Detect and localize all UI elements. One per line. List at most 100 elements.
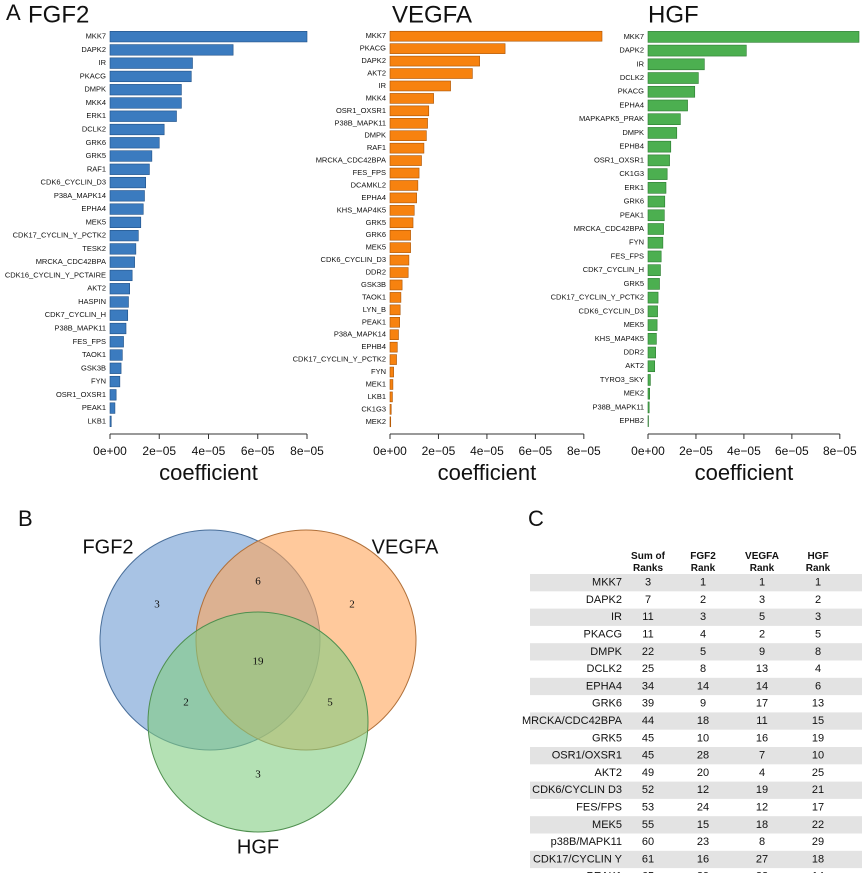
chart-title: VEGFA [392, 1, 472, 28]
table-cell: 8 [759, 836, 765, 848]
category-label: CK1G3 [619, 169, 644, 178]
category-label: GRK6 [366, 230, 386, 239]
category-label: KHS_MAP4K5 [337, 205, 386, 214]
bar [389, 130, 427, 141]
bar [389, 354, 397, 365]
category-label: CDK6_CYCLIN_D3 [321, 255, 386, 264]
table-cell: 16 [697, 853, 709, 865]
category-label: DMPK [84, 85, 106, 94]
table-row-label: MEK5 [592, 819, 622, 831]
bar [647, 387, 650, 400]
category-label: CDK16_CYCLIN_Y_PCTAIRE [5, 270, 106, 279]
category-label: MRCKA_CDC42BPA [316, 156, 386, 165]
table-cell: 19 [812, 732, 824, 744]
x-tick-label: 4e−05 [470, 444, 504, 458]
category-label: MEK5 [86, 217, 106, 226]
table-cell: 3 [815, 611, 821, 623]
table-cell: 24 [697, 801, 709, 813]
table-row-bg [530, 677, 862, 696]
table-cell: 45 [642, 732, 654, 744]
bar [647, 85, 696, 98]
panel-label: B [18, 506, 33, 531]
category-label: DMPK [364, 131, 386, 140]
table-cell: 25 [812, 767, 824, 779]
x-tick-label: 2e−05 [422, 444, 456, 458]
category-label: DAPK2 [81, 45, 106, 54]
bar [109, 44, 234, 56]
bar [389, 254, 410, 266]
bar [389, 155, 422, 166]
bar [647, 305, 658, 318]
category-label: LKB1 [88, 416, 106, 425]
table-cell: 8 [700, 663, 706, 675]
bar [389, 366, 394, 378]
bar [647, 209, 665, 222]
bar [647, 278, 660, 290]
bar [109, 362, 122, 374]
table-cell: 1 [700, 577, 706, 589]
category-label: GRK5 [366, 218, 386, 227]
bar [389, 341, 398, 353]
category-label: FES_FPS [611, 251, 644, 260]
table-cell: 9 [700, 698, 706, 710]
category-label: AKT2 [87, 284, 106, 293]
category-label: P38B_MAPK11 [592, 402, 644, 411]
table-row-label: GRK5 [592, 732, 622, 744]
venn-count: 2 [349, 599, 355, 611]
bar [389, 30, 603, 42]
bar [109, 269, 133, 282]
category-label: RAF1 [367, 143, 386, 152]
bar [647, 182, 667, 194]
category-label: AKT2 [367, 69, 386, 78]
category-label: TESK2 [82, 244, 106, 253]
category-label: OSR1_OXSR1 [594, 155, 644, 164]
table-row-label: p38B/MAPK11 [551, 836, 622, 848]
bar [109, 163, 150, 175]
bar [109, 402, 116, 414]
category-label: P38A_MAPK14 [334, 330, 386, 339]
table-cell: 5 [759, 611, 765, 623]
category-label: MKK7 [366, 31, 386, 40]
category-label: DMPK [622, 128, 644, 137]
category-label: MAPKAPK5_PRAK [579, 114, 644, 123]
bar [389, 167, 420, 179]
bar [389, 304, 401, 316]
bar [389, 180, 419, 191]
category-label: CDK7_CYCLIN_H [45, 310, 106, 319]
table-row-label: DMPK [590, 646, 622, 658]
table-cell: 22 [812, 819, 824, 831]
category-label: EPHA4 [619, 100, 644, 109]
table-cell: 45 [642, 750, 654, 762]
bar [647, 319, 658, 331]
bar [389, 217, 414, 229]
category-label: GRK5 [86, 151, 106, 160]
category-label: MEK5 [624, 320, 644, 329]
table-row-bg [530, 643, 862, 661]
category-label: GSK3B [361, 280, 386, 289]
x-tick-label: 8e−05 [823, 444, 857, 458]
category-label: MKK7 [86, 32, 106, 41]
category-label: PKACG [360, 44, 386, 53]
category-label: MEK5 [366, 243, 386, 252]
table-row-label: IR [611, 611, 622, 623]
category-label: DCLK2 [620, 73, 644, 82]
table-cell: 39 [642, 698, 654, 710]
category-label: P38B_MAPK11 [54, 323, 106, 332]
table-cell: 22 [642, 646, 654, 658]
table-cell: 52 [642, 784, 654, 796]
bar [109, 97, 182, 109]
table-row-label: OSR1/OXSR1 [552, 750, 622, 762]
table-cell: 61 [642, 853, 654, 865]
x-axis-label: coefficient [695, 460, 794, 485]
table-cell: 11 [642, 628, 653, 640]
bar [647, 250, 662, 263]
category-label: MKK7 [624, 32, 644, 41]
table-cell: 22 [756, 871, 768, 873]
bar [109, 216, 142, 228]
table-row-label: CDK6/CYCLIN D3 [532, 784, 622, 796]
bar [109, 70, 192, 83]
table-cell: 13 [812, 698, 824, 710]
bar [647, 374, 651, 386]
category-label: TAOK1 [362, 292, 386, 301]
category-label: DCLK2 [82, 124, 106, 133]
